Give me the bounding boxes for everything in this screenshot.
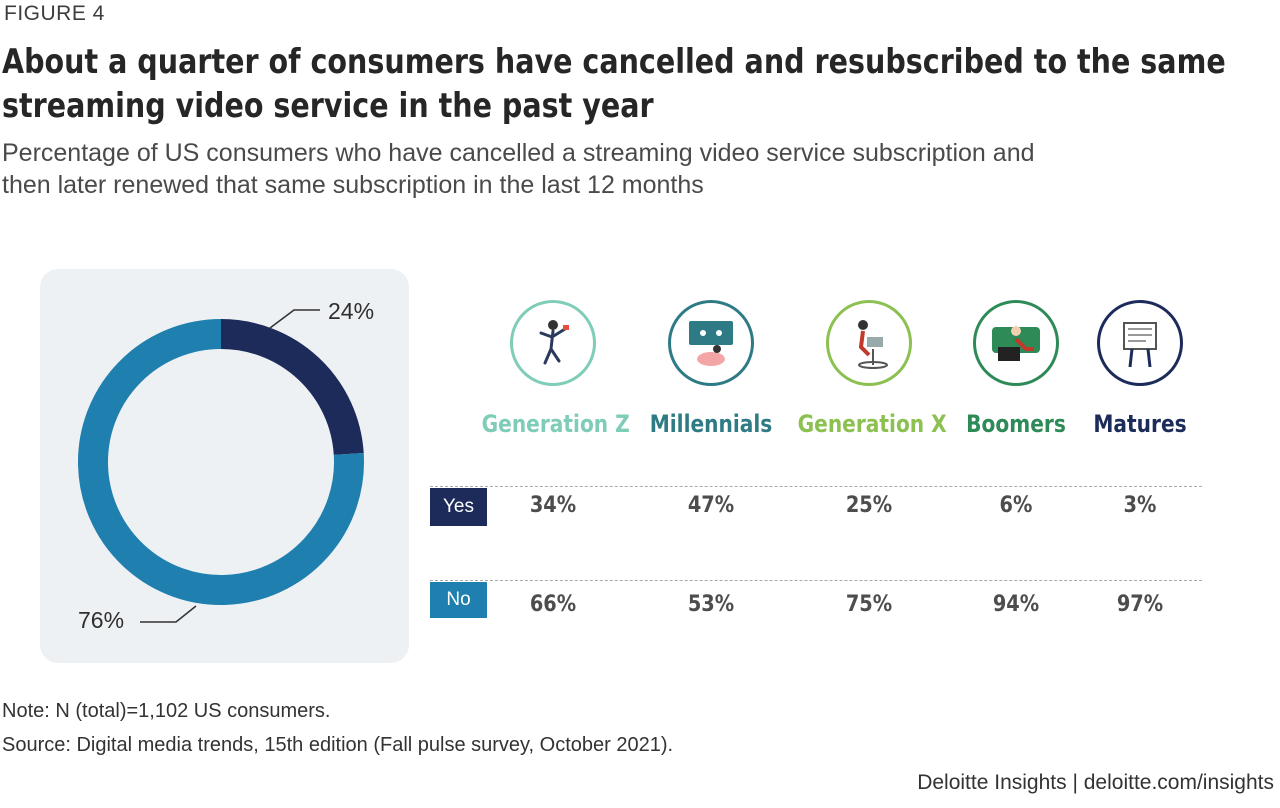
person-at-desk-icon [826, 300, 912, 386]
generation-name: Matures [1093, 410, 1187, 438]
row-label-yes: Yes [430, 488, 487, 526]
figure-label: FIGURE 4 [4, 2, 105, 25]
yes-value-generation-x: 25% [845, 493, 893, 518]
chart-subtitle: Percentage of US consumers who have canc… [2, 137, 1202, 201]
chart-title: About a quarter of consumers have cancel… [2, 40, 1226, 128]
chart-subtitle-line-1: Percentage of US consumers who have canc… [2, 139, 1035, 167]
generation-column: Generation X [784, 300, 954, 438]
yes-value-boomers: 6% [999, 493, 1033, 518]
row-divider-yes [430, 486, 1202, 487]
row-label-no: No [430, 582, 487, 618]
person-reading-newspaper-icon [1097, 300, 1183, 386]
generation-name: Generation Z [481, 410, 630, 438]
donut-label-no: 76% [78, 607, 125, 633]
generation-name: Millennials [649, 410, 773, 438]
generation-name: Generation X [797, 410, 947, 438]
generation-name: Boomers [966, 410, 1066, 438]
chart-title-line-2: streaming video service in the past year [2, 86, 654, 126]
yes-value-generation-z: 34% [529, 493, 577, 518]
chart-subtitle-line-2: then later renewed that same subscriptio… [2, 171, 704, 199]
generation-column: Boomers [931, 300, 1101, 438]
generation-column: Millennials [626, 300, 796, 438]
no-value-millennials: 53% [687, 592, 735, 617]
generation-column: Matures [1055, 300, 1225, 438]
row-divider-no [430, 580, 1202, 581]
yes-value-matures: 3% [1123, 493, 1157, 518]
footer-credit: Deloitte Insights | deloitte.com/insight… [917, 771, 1274, 794]
generation-column: Generation Z [468, 300, 638, 438]
no-value-generation-x: 75% [845, 592, 893, 617]
no-value-boomers: 94% [992, 592, 1040, 617]
no-value-matures: 97% [1116, 592, 1164, 617]
yes-value-millennials: 47% [687, 493, 735, 518]
source-text: Source: Digital media trends, 15th editi… [2, 734, 674, 756]
dancing-person-icon [510, 300, 596, 386]
donut-panel [40, 269, 409, 663]
no-value-generation-z: 66% [529, 592, 577, 617]
note-text: Note: N (total)=1,102 US consumers. [2, 700, 331, 722]
person-on-sofa-icon [973, 300, 1059, 386]
couch-tv-icon [668, 300, 754, 386]
donut-label-yes: 24% [328, 298, 375, 324]
chart-title-line-1: About a quarter of consumers have cancel… [2, 42, 1226, 82]
